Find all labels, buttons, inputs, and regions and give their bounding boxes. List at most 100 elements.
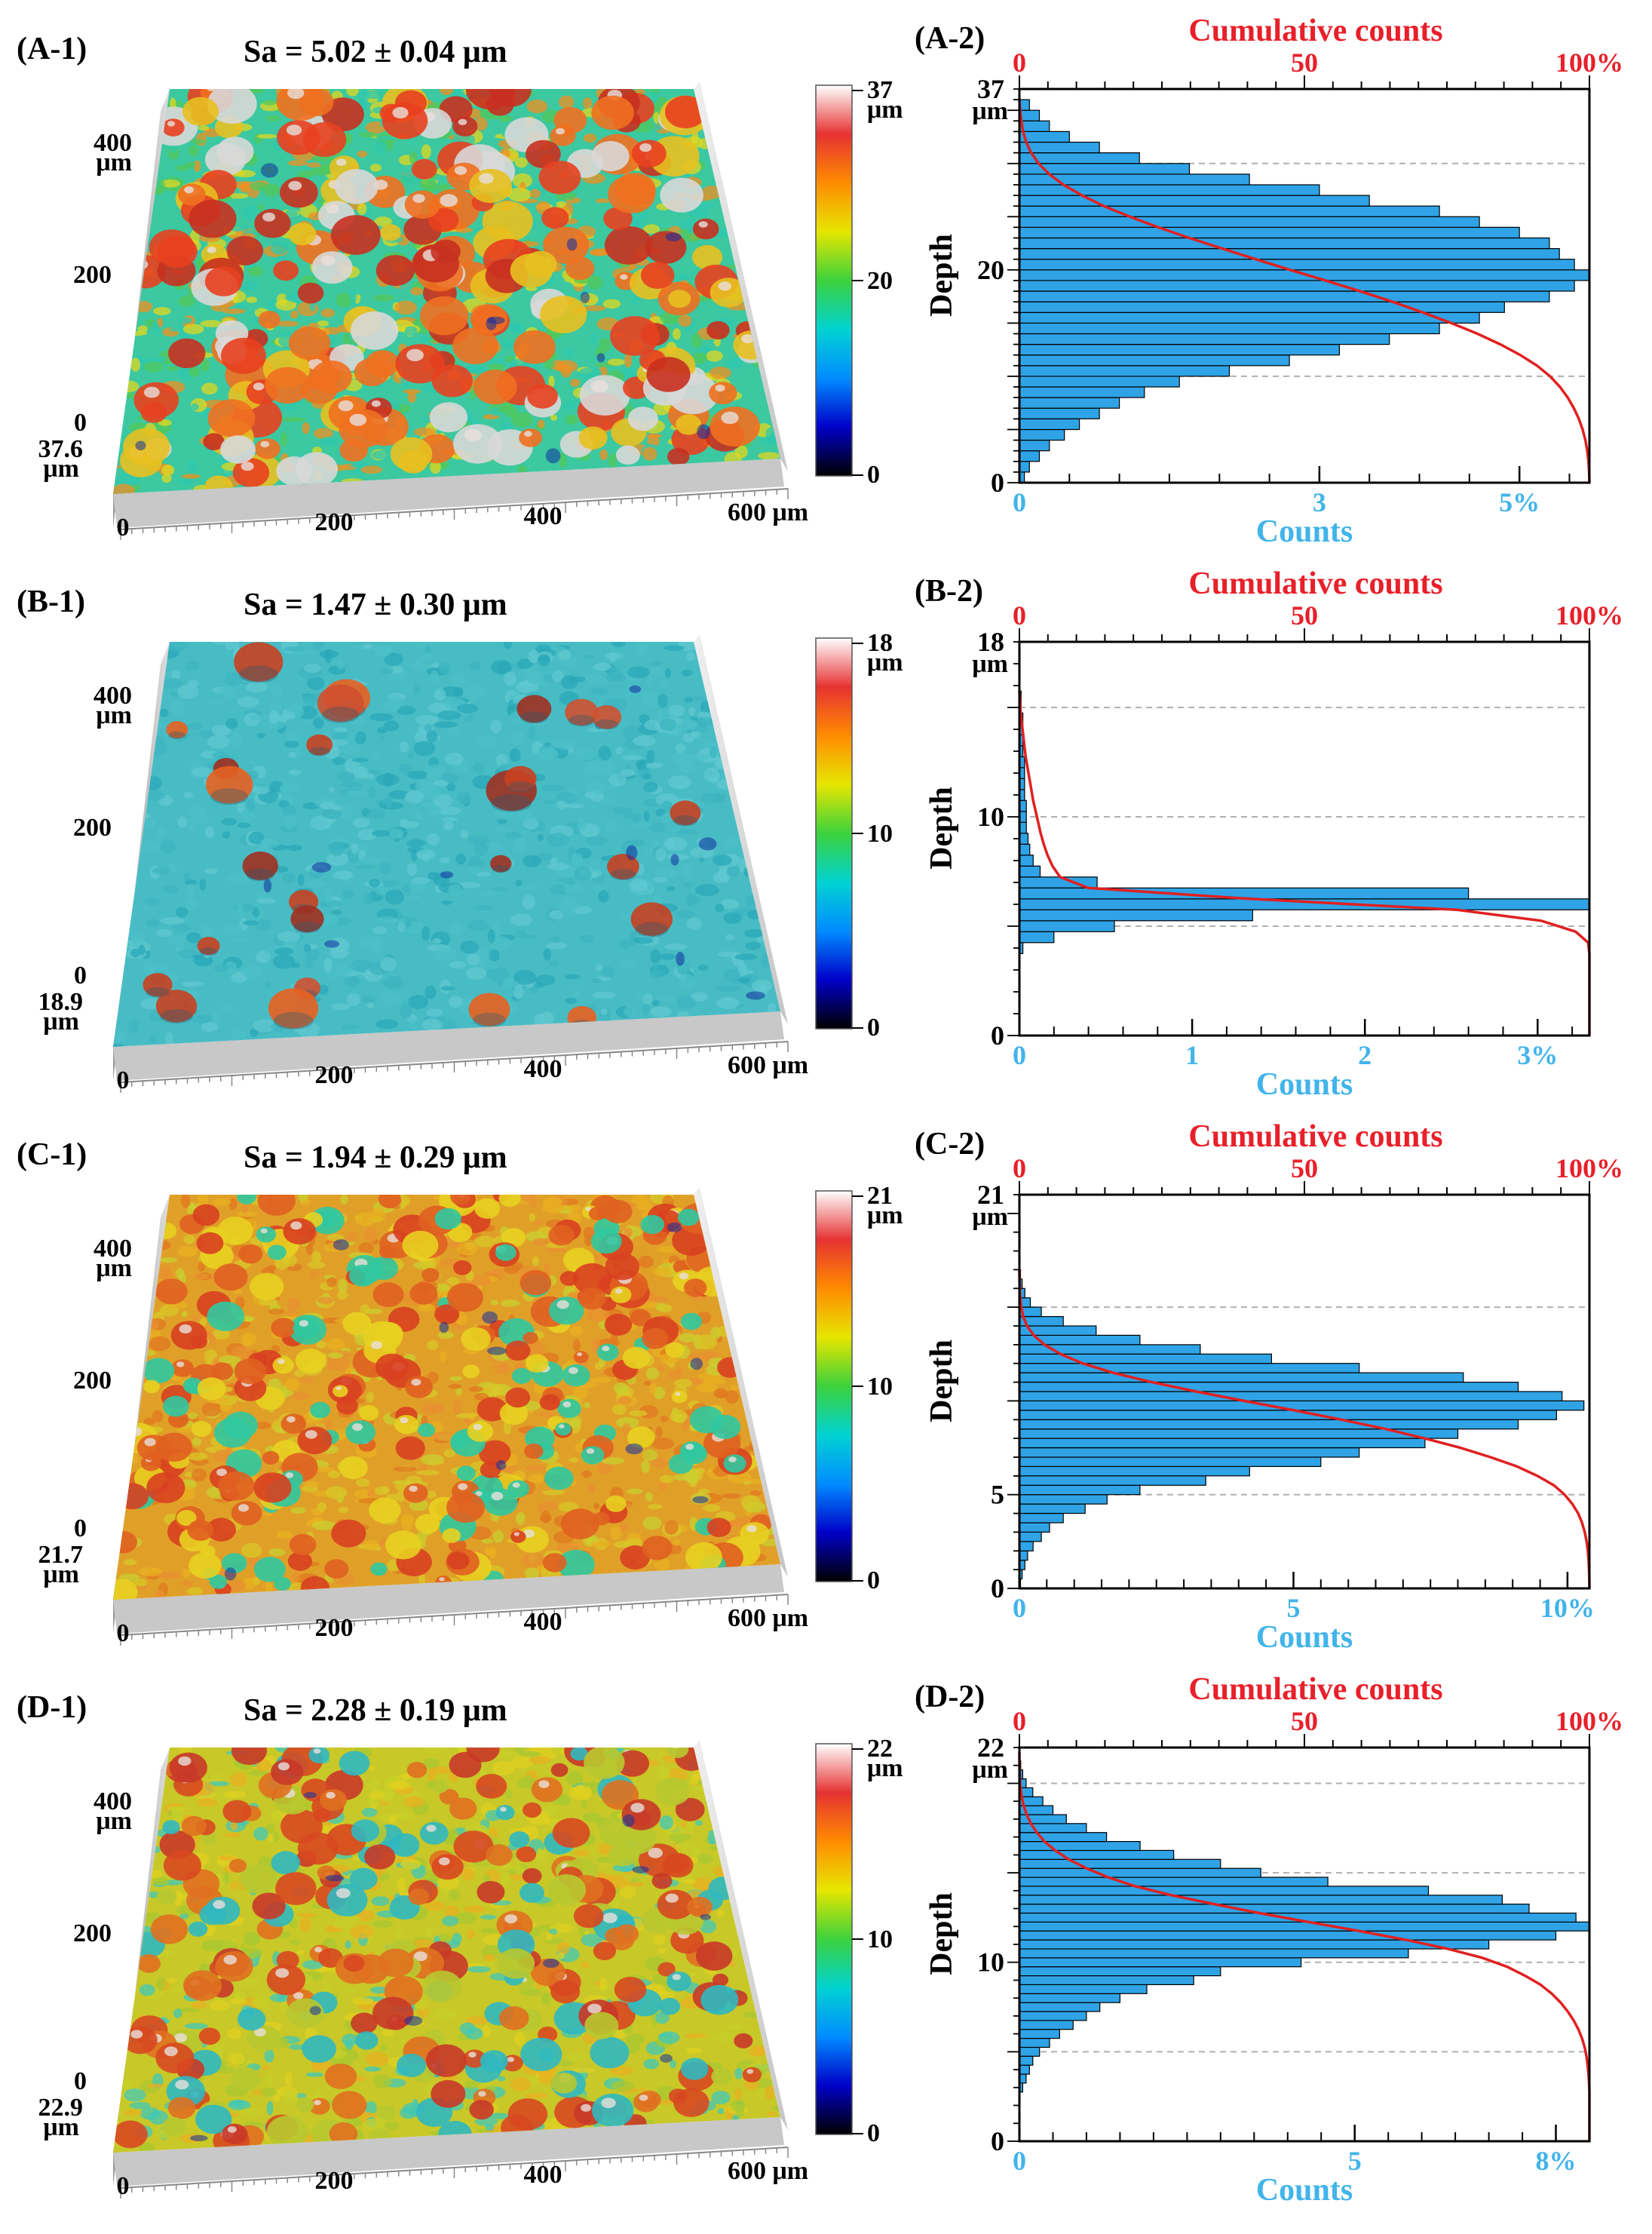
- surface-speckle: [379, 735, 386, 741]
- surface-speckle: [642, 1450, 657, 1461]
- surface-speckle: [595, 198, 610, 204]
- surface-speckle: [496, 662, 510, 674]
- surface-speckle: [462, 685, 486, 698]
- surface-speckle: [414, 810, 423, 821]
- surface-highlight: [513, 1532, 520, 1536]
- surface-speckle: [643, 993, 653, 1005]
- surface-peak: [689, 1406, 724, 1434]
- surface-peak: [442, 1528, 461, 1543]
- surface-speckle: [179, 1913, 189, 1919]
- surface-speckle: [529, 1756, 551, 1764]
- surface-speckle: [361, 1807, 378, 1818]
- surface-speckle: [443, 821, 454, 831]
- surface-speckle: [571, 852, 584, 866]
- surface-highlight: [475, 1491, 483, 1496]
- counts-tick-label: 5: [1286, 1593, 1300, 1623]
- surface-speckle: [501, 1751, 520, 1759]
- surface-speckle: [198, 1195, 208, 1208]
- surface-speckle: [313, 1466, 336, 1472]
- surface-speckle: [584, 674, 607, 685]
- surface-speckle: [664, 667, 671, 679]
- surface-speckle: [633, 735, 656, 747]
- surface-pit: [260, 163, 279, 178]
- surface-speckle: [284, 741, 299, 748]
- surface-speckle: [457, 882, 481, 888]
- surface-speckle: [525, 1567, 540, 1579]
- surface-peak: [520, 1269, 552, 1296]
- surface-speckle: [651, 840, 660, 848]
- surface-speckle: [183, 791, 194, 799]
- surface-speckle: [652, 1266, 676, 1277]
- surface-speckle: [130, 948, 140, 958]
- surface-speckle: [415, 1999, 429, 2010]
- surface-speckle: [351, 842, 359, 855]
- surface-peak: [273, 260, 299, 281]
- surface-speckle: [731, 1385, 738, 1391]
- surface-speckle: [559, 650, 571, 661]
- surface-speckle: [466, 858, 487, 868]
- surface-speckle: [233, 903, 255, 912]
- surface-speckle: [177, 949, 198, 959]
- surface-peak: [317, 684, 364, 722]
- surface-speckle: [360, 857, 381, 864]
- surface-speckle: [297, 873, 305, 886]
- surface-highlight: [639, 143, 652, 152]
- surface-highlight: [371, 400, 381, 407]
- surface-speckle: [726, 358, 744, 369]
- surface-speckle: [139, 840, 160, 852]
- surface-speckle: [468, 1275, 492, 1287]
- surface-wall-front: [113, 459, 784, 528]
- surface-speckle: [338, 1507, 349, 1514]
- surface-speckle: [456, 704, 479, 713]
- surface-highlight: [458, 118, 467, 125]
- surface-speckle: [139, 2143, 155, 2153]
- surface-speckle: [679, 974, 695, 989]
- surface-speckle: [284, 815, 296, 830]
- surface-speckle: [676, 1843, 693, 1849]
- surface-peak: [339, 1456, 368, 1480]
- histogram-bar: [1019, 237, 1550, 250]
- surface-speckle: [556, 1952, 565, 1959]
- surface-speckle: [262, 2065, 271, 2070]
- surface-shadow: [507, 781, 534, 793]
- surface-speckle: [252, 1995, 271, 2008]
- surface-speckle: [219, 1404, 233, 1411]
- surface-wall-front: [113, 1011, 784, 1081]
- histogram-bar: [1019, 428, 1065, 441]
- surface-speckle: [191, 1468, 207, 1482]
- surface-shadow: [273, 1011, 314, 1030]
- surface-speckle: [447, 725, 458, 736]
- surface-speckle: [572, 2068, 596, 2073]
- surface-highlight: [371, 1341, 382, 1349]
- surface-speckle: [591, 1540, 611, 1548]
- surface-speckle: [692, 352, 707, 364]
- surface-speckle: [383, 720, 400, 732]
- surface-peak: [490, 855, 512, 873]
- depth-tick-label: 0: [991, 468, 1004, 498]
- surface-peak: [680, 1312, 703, 1330]
- surface-speckle: [303, 664, 321, 674]
- surface-speckle: [181, 474, 201, 479]
- surface-speckle: [319, 914, 339, 925]
- histogram-bar: [1019, 1419, 1519, 1430]
- surface-highlight: [411, 1379, 421, 1386]
- surface-speckle: [160, 917, 185, 925]
- surface-speckle: [703, 1504, 721, 1512]
- surface-speckle: [715, 904, 725, 913]
- surface-speckle: [559, 453, 567, 468]
- surface-speckle: [310, 815, 332, 830]
- surface-speckle: [419, 179, 437, 189]
- surface-speckle: [424, 985, 437, 999]
- surface-peak: [359, 1405, 379, 1421]
- surface-speckle: [548, 375, 555, 388]
- surface-pit: [487, 1346, 507, 1355]
- surface-speckle: [438, 1933, 452, 1944]
- surface-texture: [113, 1195, 780, 1600]
- surface-speckle: [657, 996, 678, 1002]
- surface-speckle: [642, 1003, 651, 1014]
- surface-speckle: [290, 1939, 301, 1946]
- surface-speckle: [668, 775, 691, 790]
- surface-speckle: [351, 757, 369, 763]
- surface-speckle: [305, 2072, 323, 2077]
